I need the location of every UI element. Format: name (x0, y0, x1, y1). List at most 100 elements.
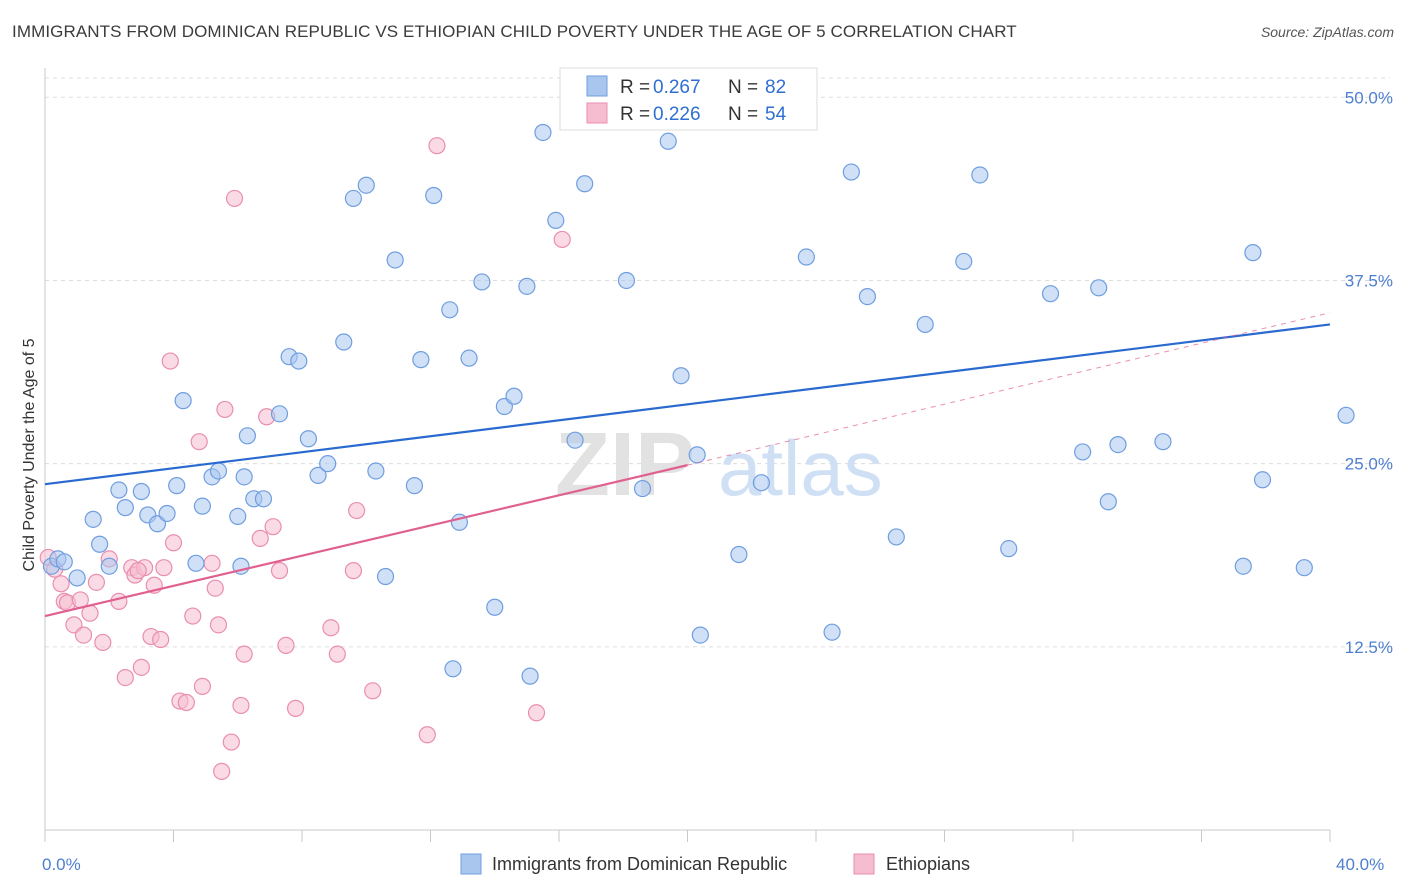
data-point (617, 271, 636, 290)
data-point (344, 189, 362, 208)
data-point (1244, 244, 1262, 262)
data-point (290, 352, 308, 370)
data-point (216, 400, 234, 419)
top-legend: R = 0.267 N = 82 R = 0.226 N = 54 (559, 67, 818, 131)
data-point (251, 529, 269, 547)
data-point (1295, 559, 1313, 577)
data-point (94, 633, 112, 652)
data-point (232, 696, 250, 715)
data-point (405, 477, 424, 495)
data-point (473, 273, 491, 291)
data-point (367, 462, 385, 480)
ethiopians-trend-extension (687, 312, 1331, 466)
y-tick-labels: 12.5% 25.0% 37.5% 50.0% (1345, 88, 1393, 657)
data-point (1041, 285, 1060, 303)
y-tick-label: 12.5% (1345, 638, 1393, 657)
data-point (190, 433, 208, 451)
data-point (270, 562, 289, 580)
data-point (547, 211, 565, 229)
y-tick-label: 50.0% (1345, 88, 1393, 107)
data-point (672, 367, 690, 385)
data-point (357, 176, 375, 194)
data-point (752, 474, 770, 492)
legend-r-label-1: R = (620, 77, 655, 98)
ethiopians-points (39, 137, 571, 780)
data-point (348, 501, 366, 520)
data-point (823, 623, 841, 641)
data-point (100, 557, 118, 575)
watermark: ZIP atlas (555, 415, 883, 515)
data-point (319, 455, 337, 473)
y-tick-label: 25.0% (1345, 455, 1393, 474)
trend-lines (44, 312, 1331, 618)
data-point (164, 534, 183, 552)
data-point (116, 668, 134, 687)
data-point (1337, 406, 1355, 424)
watermark-zip: ZIP (555, 415, 695, 515)
x-min-label: 0.0% (42, 855, 81, 874)
data-point (299, 430, 318, 448)
data-point (441, 301, 459, 319)
data-point (222, 733, 240, 751)
data-point (553, 230, 571, 249)
legend-n-value-1: 82 (765, 77, 786, 98)
legend-n-value-2: 54 (765, 104, 787, 125)
x-max-label: 40.0% (1336, 855, 1384, 874)
data-point (84, 510, 102, 528)
data-point (68, 569, 86, 587)
data-point (425, 186, 443, 205)
legend-swatch-blue (586, 75, 608, 97)
data-point (527, 704, 546, 722)
bottom-legend-swatch-blue (460, 853, 482, 875)
data-point (797, 248, 815, 266)
data-point (633, 479, 652, 498)
bottom-legend-label-2: Ethiopians (886, 854, 970, 874)
data-point (238, 427, 256, 445)
legend-r-value-1: 0.267 (653, 77, 701, 98)
data-point (730, 545, 748, 564)
bottom-legend-swatch-pink (853, 853, 875, 875)
data-point (858, 288, 877, 306)
data-point (691, 626, 709, 644)
data-point (518, 277, 536, 295)
data-point (322, 619, 340, 637)
data-point (206, 579, 224, 597)
data-point (505, 387, 523, 405)
dominican-points (42, 123, 1355, 685)
data-point (168, 477, 186, 495)
legend-n-label-2: N = (728, 104, 763, 125)
data-point (209, 616, 228, 634)
data-point (688, 446, 706, 464)
data-point (376, 567, 395, 586)
data-point (110, 592, 128, 611)
data-point (209, 462, 228, 480)
bottom-legend-label-1: Immigrants from Dominican Republic (492, 854, 787, 874)
legend-r-label-2: R = (620, 104, 655, 125)
data-point (460, 349, 478, 367)
data-point (521, 667, 539, 685)
data-point (309, 466, 327, 484)
data-point (916, 315, 934, 334)
bottom-legend: Immigrants from Dominican Republic Ethio… (460, 853, 970, 875)
data-point (87, 573, 106, 591)
data-point (842, 163, 860, 181)
data-point (174, 392, 192, 410)
data-point (254, 490, 273, 508)
data-point (412, 351, 430, 369)
data-point (229, 507, 247, 526)
data-point (1074, 443, 1092, 461)
data-point (566, 431, 584, 449)
data-point (161, 352, 179, 370)
data-point (335, 333, 353, 351)
legend-r-value-2: 0.226 (653, 104, 701, 125)
legend-n-label-1: N = (728, 77, 763, 98)
data-point (444, 660, 462, 678)
data-point (193, 497, 212, 515)
data-point (955, 252, 973, 271)
data-point (286, 699, 305, 717)
data-point (277, 636, 295, 654)
data-point (428, 137, 446, 155)
ethiopians-trend-line (44, 464, 688, 618)
data-point (659, 132, 677, 150)
